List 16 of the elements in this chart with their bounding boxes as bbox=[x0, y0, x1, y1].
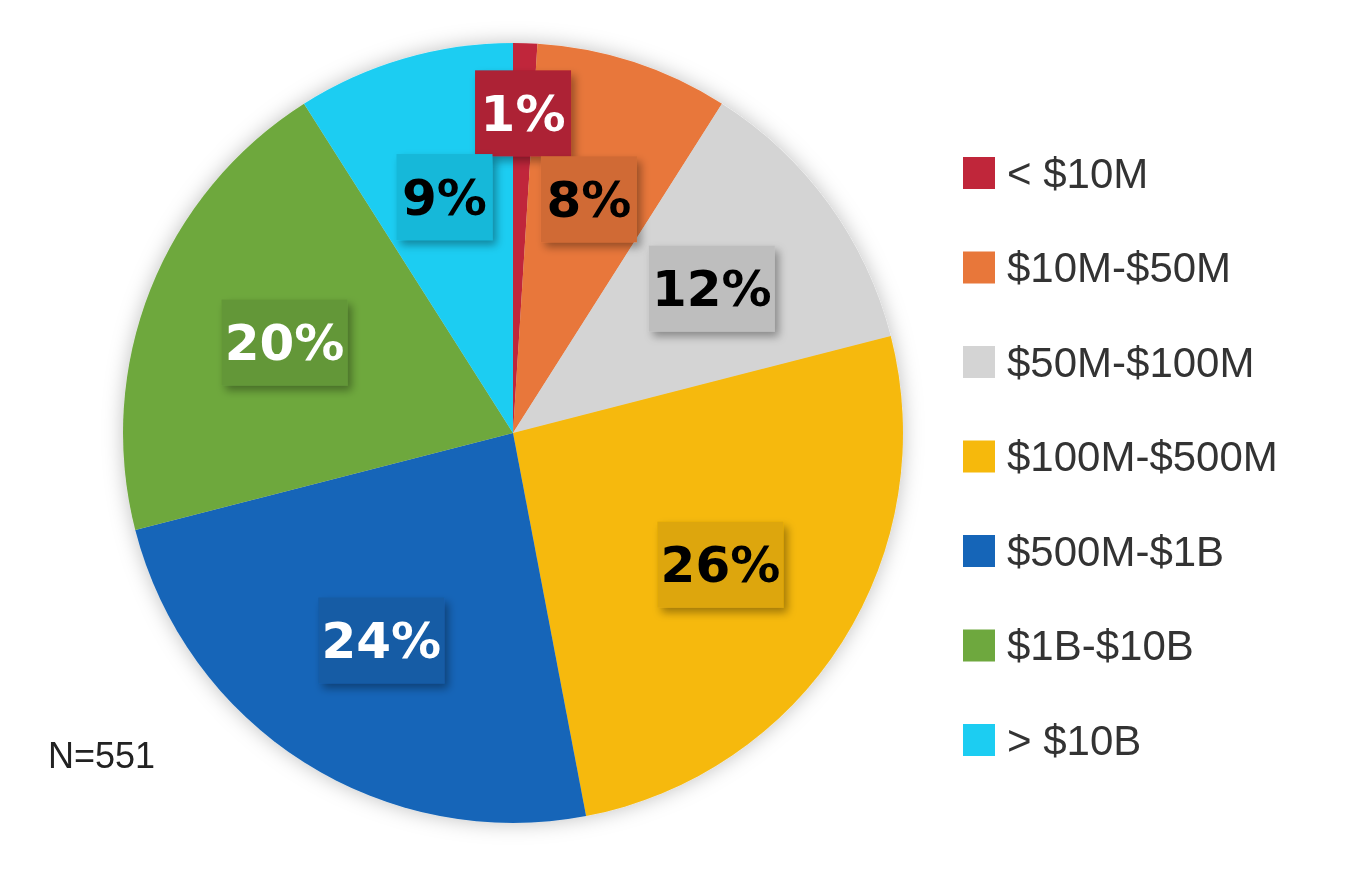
data-label: 9% bbox=[402, 168, 487, 227]
legend-label: < $10M bbox=[1007, 149, 1149, 197]
data-label: 26% bbox=[660, 536, 781, 595]
data-label: 24% bbox=[321, 611, 442, 670]
data-label: 20% bbox=[224, 314, 345, 373]
legend-label: > $10B bbox=[1007, 716, 1142, 764]
legend-label: $1B-$10B bbox=[1007, 622, 1194, 670]
data-label: 8% bbox=[546, 170, 632, 229]
pie-slice bbox=[513, 336, 903, 817]
legend-label: $10M-$50M bbox=[1007, 244, 1232, 292]
data-label: 1% bbox=[480, 84, 566, 143]
legend-label: $100M-$500M bbox=[1007, 433, 1278, 481]
legend-label: $50M-$100M bbox=[1007, 338, 1255, 386]
data-label: 12% bbox=[651, 260, 772, 319]
text: N=551 bbox=[48, 735, 156, 776]
legend-label: $500M-$1B bbox=[1007, 527, 1225, 575]
